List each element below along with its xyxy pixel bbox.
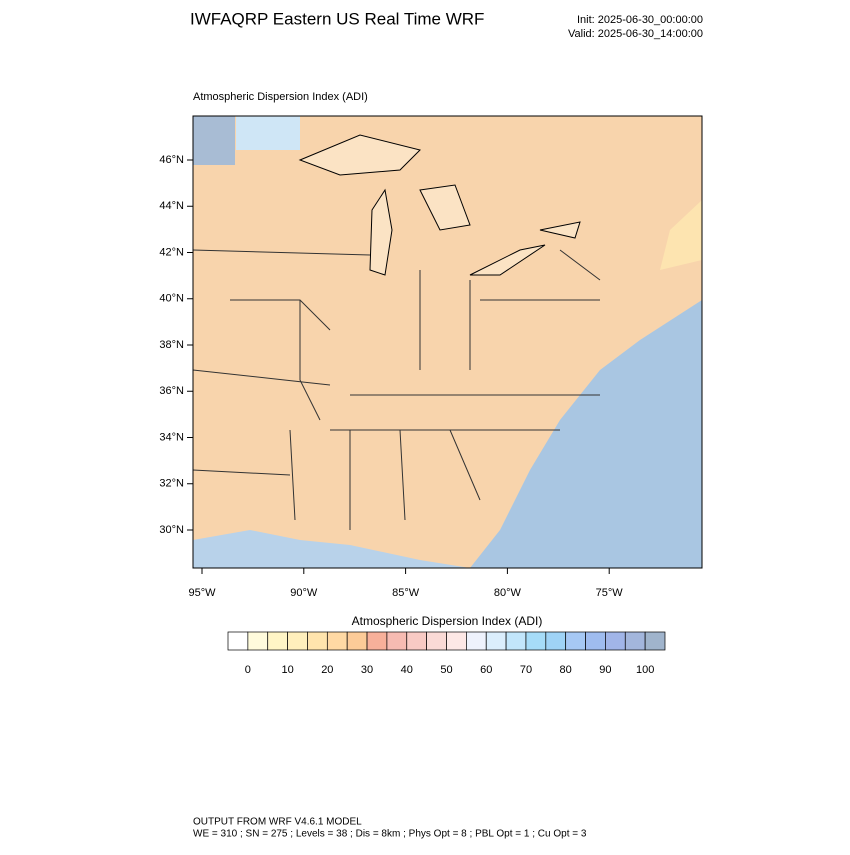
colorbar-label: 50	[440, 664, 452, 676]
lon-label: 90°W	[290, 587, 318, 599]
colorbar-box	[446, 631, 467, 651]
lon-label: 95°W	[188, 587, 216, 599]
colorbar-label: 90	[599, 664, 611, 676]
colorbar-label: 80	[560, 664, 572, 676]
colorbar-label: 0	[245, 664, 251, 676]
ocean-shelf	[660, 200, 702, 270]
colorbar-label: 20	[321, 664, 333, 676]
footer-line: OUTPUT FROM WRF V4.6.1 MODEL	[193, 817, 362, 828]
lake-superior	[298, 134, 421, 176]
colorbar-box	[406, 631, 427, 651]
map	[192, 115, 703, 569]
colorbar-box	[585, 631, 606, 651]
lon-label: 80°W	[494, 587, 522, 599]
lat-label: 38°N	[159, 339, 184, 351]
lat-label: 32°N	[159, 478, 184, 490]
ocean	[470, 300, 702, 568]
lake-huron	[419, 184, 471, 231]
colorbar-box	[386, 631, 408, 651]
title: IWFAQRP Eastern US Real Time WRF	[190, 9, 484, 28]
colorbar-box	[326, 631, 348, 651]
lon-label: 75°W	[596, 587, 624, 599]
colorbar-box	[525, 631, 547, 651]
colorbar-label: 40	[401, 664, 413, 676]
lat-label: 42°N	[159, 246, 184, 258]
map-title: Atmospheric Dispersion Index (ADI)	[193, 91, 368, 103]
colorbar-box	[287, 631, 308, 651]
lat-label: 46°N	[159, 154, 184, 166]
colorbar-box	[426, 631, 447, 651]
colorbar-label: 100	[636, 664, 654, 676]
colorbar-box	[485, 631, 507, 651]
colorbar-box	[227, 631, 249, 651]
colorbar-box	[565, 631, 586, 651]
lon-label: 85°W	[392, 587, 420, 599]
lat-label: 30°N	[159, 524, 184, 536]
colorbar-box	[466, 631, 487, 651]
colorbar-box	[605, 631, 626, 651]
lat-label: 36°N	[159, 385, 184, 397]
colorbar-label: 70	[520, 664, 532, 676]
colorbar-box	[644, 631, 666, 651]
colorbar-label: 60	[480, 664, 492, 676]
state-borders	[192, 249, 601, 530]
valid-time: Valid: 2025-06-30_14:00:00	[568, 28, 703, 40]
colorbar-label: 30	[361, 664, 373, 676]
colorbar-box	[624, 631, 646, 651]
colorbar-box	[247, 631, 269, 651]
region	[193, 116, 235, 165]
lake-ontario	[539, 221, 581, 239]
map-frame	[192, 115, 703, 569]
colorbar-label: 10	[281, 664, 293, 676]
colorbar-box	[267, 631, 288, 651]
gulf	[193, 530, 470, 568]
lake-erie	[469, 244, 546, 276]
colorbar-box	[366, 631, 388, 651]
region	[236, 116, 300, 150]
init-time: Init: 2025-06-30_00:00:00	[577, 14, 703, 26]
lat-label: 40°N	[159, 293, 184, 305]
colorbar-title: Atmospheric Dispersion Index (ADI)	[352, 614, 543, 628]
colorbar-box	[505, 631, 527, 651]
colorbar-box	[307, 631, 328, 651]
lake-michigan	[369, 188, 393, 276]
lat-label: 34°N	[159, 431, 184, 443]
footer-line: WE = 310 ; SN = 275 ; Levels = 38 ; Dis …	[193, 829, 587, 840]
lat-label: 44°N	[159, 200, 184, 212]
colorbar-box	[545, 631, 567, 651]
colorbar-box	[346, 631, 368, 651]
